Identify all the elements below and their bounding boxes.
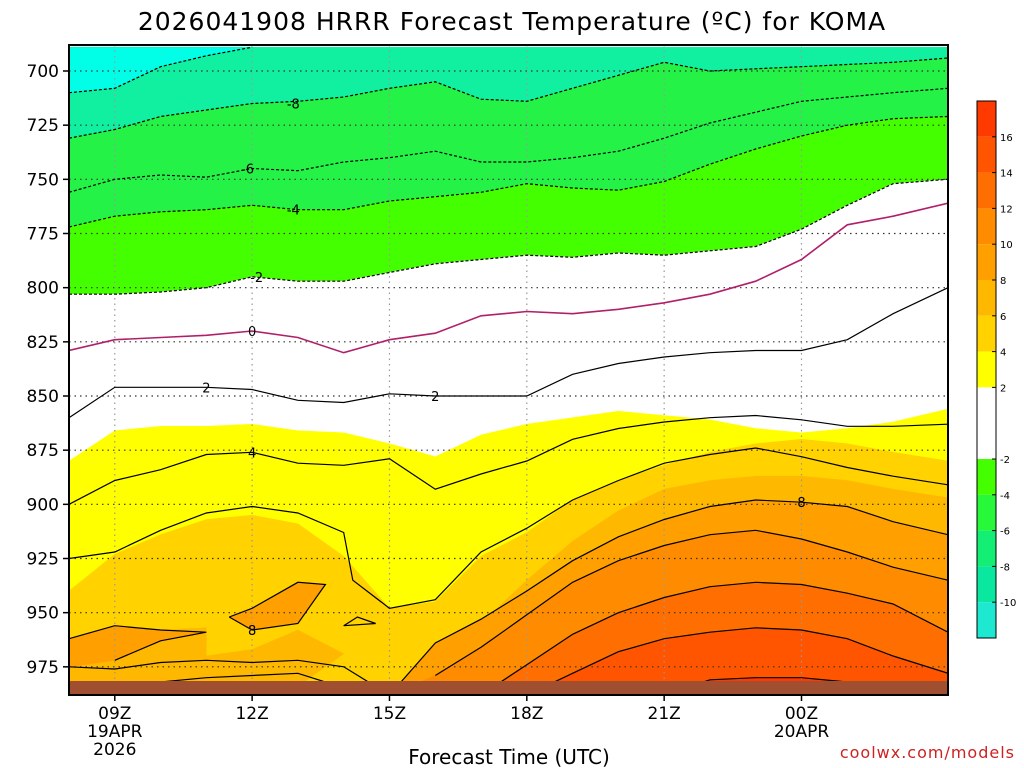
contour-label-group-6: 2 [431, 390, 439, 405]
contour-line-10-14 [434, 529, 948, 677]
y-tick-label-825: 825 [27, 333, 59, 353]
x-tick-label-00Z: 00Z [785, 704, 818, 724]
y-tick-label-700: 700 [27, 62, 59, 82]
x-tick-label-21Z: 21Z [648, 704, 681, 724]
colorbar-bin-5 [977, 280, 996, 316]
colorbar-label-2: 2 [1000, 383, 1006, 394]
colorbar-bin-10 [977, 494, 996, 531]
y-tick-label-850: 850 [27, 387, 59, 407]
x-axis-label: Forecast Time (UTC) [408, 745, 610, 768]
contour-label-group-2: -4 [287, 204, 300, 219]
y-tick-label-975: 975 [27, 658, 59, 678]
contour-lines [69, 46, 948, 695]
colorbar-bin-12 [977, 566, 996, 603]
colorbar-label-6: 6 [1000, 312, 1006, 323]
colorbar-label--8: -8 [1000, 562, 1010, 573]
colorbar-bin-11 [977, 530, 996, 567]
contour-label: 8 [797, 496, 805, 511]
contour-label-group-0: -8 [287, 98, 300, 113]
colorbar-label-16: 16 [1000, 133, 1013, 144]
contour-line-m4-3 [69, 115, 948, 228]
contour-label: -6 [241, 163, 254, 178]
chart-title: 2026041908 HRRR Forecast Temperature (ºC… [138, 7, 886, 36]
contour-label: 4 [248, 446, 256, 461]
y-axis-ticks: 700 725 750 775 800 825 850 875 900 925 950 975 [27, 62, 69, 678]
contour-label: -8 [287, 98, 300, 113]
colorbar-bin-2 [977, 172, 996, 209]
contour-label-group-5: 2 [202, 381, 210, 396]
contour-line-8-12 [389, 499, 948, 695]
x-tick-label-20APR: 20APR [774, 722, 830, 742]
contour-label: 8 [248, 624, 256, 639]
x-tick-label-12Z: 12Z [235, 704, 268, 724]
contour-line-12-16 [480, 581, 948, 695]
plot-frame [68, 44, 949, 696]
y-tick-label-750: 750 [27, 170, 59, 190]
contour-line-14-17 [526, 627, 948, 695]
colorbar-bin-6 [977, 315, 996, 352]
colorbar-label-8: 8 [1000, 276, 1006, 287]
contour-label-group-7: 4 [248, 446, 256, 461]
y-tick-label-725: 725 [27, 116, 59, 136]
ground-surface-bar [69, 681, 948, 695]
contour-label-group-3: -2 [250, 271, 263, 286]
x-tick-label-18Z: 18Z [510, 704, 543, 724]
colorbar-bin-7 [977, 351, 996, 388]
contour-label: 2 [202, 381, 210, 396]
colorbar-label-12: 12 [1000, 204, 1013, 215]
contour-label-group-4: 0 [248, 325, 256, 340]
y-tick-label-900: 900 [27, 495, 59, 515]
contour-line-m6-2 [69, 87, 948, 193]
colorbar-label-4: 4 [1000, 348, 1006, 359]
contour-label: 0 [248, 325, 256, 340]
colorbar-bin-3 [977, 208, 996, 245]
colorbar-bin-13 [977, 602, 996, 638]
x-tick-label-2026: 2026 [93, 740, 136, 760]
credit-text: coolwx.com/models [840, 743, 1015, 762]
contour-line-0-5 [69, 202, 948, 354]
colorbar-label--4: -4 [1000, 491, 1010, 502]
colorbar-label-14: 14 [1000, 169, 1013, 180]
colorbar-bin-9 [977, 459, 996, 495]
x-tick-label-09Z: 09Z [98, 704, 131, 724]
colorbar-bin-4 [977, 244, 996, 280]
colorbar-label--10: -10 [1000, 598, 1016, 609]
colorbar-frame [976, 100, 997, 639]
y-tick-label-875: 875 [27, 441, 59, 461]
contour-label: -4 [287, 204, 300, 219]
colorbar-label--2: -2 [1000, 455, 1010, 466]
contour-line-2-6 [69, 287, 948, 419]
grid-lines [69, 45, 948, 695]
colorbar-label-10: 10 [1000, 240, 1013, 251]
y-tick-label-800: 800 [27, 279, 59, 299]
y-tick-label-950: 950 [27, 604, 59, 624]
isotherm-fills [69, 46, 948, 695]
colorbar: 16 14 12 10 8 6 4 2 -2 -4 -6 -8 -10 [976, 100, 1016, 639]
contour-label-group-9: 8 [248, 624, 256, 639]
contour-line-8-10 [228, 581, 327, 631]
contour-label-group-8: 8 [797, 496, 805, 511]
colorbar-label--6: -6 [1000, 527, 1010, 538]
x-tick-label-15Z: 15Z [373, 704, 406, 724]
contour-label: -2 [250, 271, 263, 286]
contour-line-8-9 [69, 625, 207, 661]
colorbar-bin-8 [977, 387, 996, 459]
colorbar-bin-1 [977, 136, 996, 173]
contour-label: 2 [431, 390, 439, 405]
contour-line-m8-0 [69, 46, 253, 94]
contour-line-6-8 [69, 447, 948, 609]
contour-label-group-1: -6 [241, 163, 254, 178]
plot-area: -8 -6 -4 -2 0 2 2 4 8 8 [69, 45, 948, 695]
y-tick-label-925: 925 [27, 550, 59, 570]
contour-labels: -8 -6 -4 -2 0 2 2 4 8 8 [202, 98, 805, 640]
contour-line-4-7 [69, 414, 948, 505]
contour-line-8-11 [343, 616, 376, 627]
contour-line-m2-4 [69, 178, 948, 295]
x-tick-label-19APR: 19APR [87, 722, 143, 742]
contour-line-10-13 [69, 659, 390, 695]
y-tick-label-775: 775 [27, 225, 59, 245]
colorbar-bin-0 [977, 101, 996, 137]
